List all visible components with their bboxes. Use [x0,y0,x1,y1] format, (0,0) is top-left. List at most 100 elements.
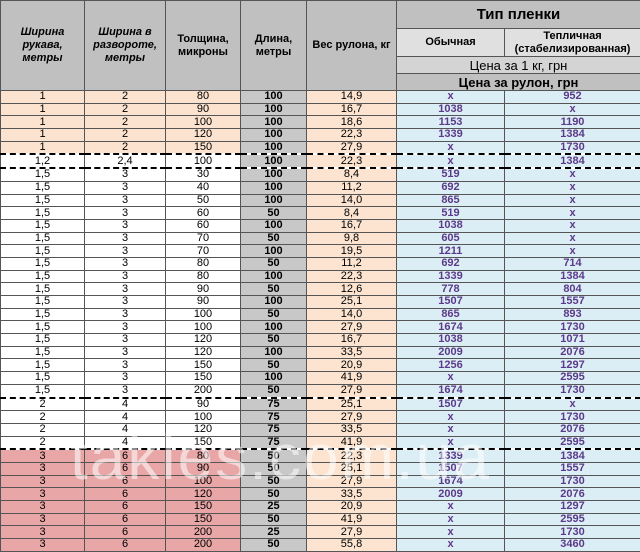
cell-length: 25 [241,526,307,539]
cell-sleeve-width: 3 [1,501,85,514]
header-thickness: Толщина, микроны [166,1,241,91]
cell-unfolded-width: 3 [85,207,166,220]
cell-sleeve-width: 1 [1,141,85,154]
cell-length: 50 [241,449,307,462]
cell-sleeve-width: 2 [1,423,85,436]
cell-greenhouse-price: 952 [505,91,640,104]
cell-unfolded-width: 6 [85,513,166,526]
cell-unfolded-width: 6 [85,539,166,552]
cell-regular-price: 1507 [397,462,505,475]
cell-roll-weight: 27,9 [307,526,397,539]
cell-unfolded-width: 3 [85,308,166,321]
cell-greenhouse-price: x [505,398,640,411]
cell-greenhouse-price: 893 [505,308,640,321]
cell-greenhouse-price: x [505,207,640,220]
cell-length: 100 [241,270,307,283]
cell-regular-price: x [397,539,505,552]
cell-sleeve-width: 3 [1,475,85,488]
cell-sleeve-width: 1,2 [1,154,85,168]
cell-regular-price: x [397,154,505,168]
cell-sleeve-width: 1,5 [1,283,85,296]
cell-greenhouse-price: x [505,219,640,232]
cell-roll-weight: 9,8 [307,232,397,245]
cell-roll-weight: 27,9 [307,321,397,334]
cell-unfolded-width: 2 [85,129,166,142]
cell-unfolded-width: 3 [85,334,166,347]
cell-unfolded-width: 3 [85,168,166,181]
cell-length: 50 [241,475,307,488]
cell-length: 25 [241,501,307,514]
cell-greenhouse-price: x [505,194,640,207]
cell-sleeve-width: 1,5 [1,334,85,347]
cell-greenhouse-price: x [505,232,640,245]
cell-thickness: 90 [166,462,241,475]
cell-regular-price: 1038 [397,334,505,347]
header-price-per-kg: Цена за 1 кг, грн [397,57,640,74]
cell-length: 75 [241,436,307,449]
cell-sleeve-width: 1,5 [1,296,85,309]
cell-roll-weight: 11,2 [307,181,397,194]
cell-roll-weight: 8,4 [307,207,397,220]
cell-sleeve-width: 3 [1,462,85,475]
header-film-type: Тип пленки [397,1,640,29]
cell-thickness: 80 [166,257,241,270]
header-greenhouse: Тепличная (стабелизированная) [505,29,640,57]
cell-regular-price: 1153 [397,116,505,129]
cell-regular-price: 1339 [397,270,505,283]
cell-unfolded-width: 3 [85,372,166,385]
cell-sleeve-width: 1 [1,116,85,129]
cell-thickness: 120 [166,488,241,501]
cell-thickness: 50 [166,194,241,207]
cell-roll-weight: 14,0 [307,308,397,321]
cell-length: 100 [241,116,307,129]
cell-roll-weight: 25,1 [307,398,397,411]
cell-sleeve-width: 3 [1,539,85,552]
cell-length: 50 [241,462,307,475]
cell-length: 50 [241,232,307,245]
cell-thickness: 90 [166,398,241,411]
cell-thickness: 150 [166,359,241,372]
cell-thickness: 100 [166,321,241,334]
cell-thickness: 150 [166,372,241,385]
cell-roll-weight: 22,3 [307,449,397,462]
cell-regular-price: 2009 [397,346,505,359]
cell-regular-price: 605 [397,232,505,245]
cell-regular-price: 1674 [397,321,505,334]
cell-greenhouse-price: 1730 [505,475,640,488]
cell-regular-price: 1507 [397,296,505,309]
cell-roll-weight: 14,0 [307,194,397,207]
cell-unfolded-width: 4 [85,423,166,436]
cell-thickness: 150 [166,501,241,514]
cell-unfolded-width: 3 [85,296,166,309]
cell-length: 50 [241,513,307,526]
cell-regular-price: 1674 [397,475,505,488]
cell-roll-weight: 55,8 [307,539,397,552]
cell-sleeve-width: 1,5 [1,245,85,258]
cell-unfolded-width: 2 [85,103,166,116]
price-per-kg-label: Цена за 1 кг, грн [470,58,568,73]
cell-roll-weight: 25,1 [307,462,397,475]
cell-length: 50 [241,359,307,372]
cell-sleeve-width: 1,5 [1,219,85,232]
cell-unfolded-width: 3 [85,232,166,245]
cell-greenhouse-price: 2076 [505,488,640,501]
cell-thickness: 150 [166,436,241,449]
cell-regular-price: x [397,141,505,154]
cell-thickness: 120 [166,129,241,142]
cell-length: 75 [241,423,307,436]
cell-thickness: 100 [166,411,241,424]
cell-thickness: 120 [166,423,241,436]
cell-sleeve-width: 1,5 [1,372,85,385]
cell-regular-price: 778 [397,283,505,296]
